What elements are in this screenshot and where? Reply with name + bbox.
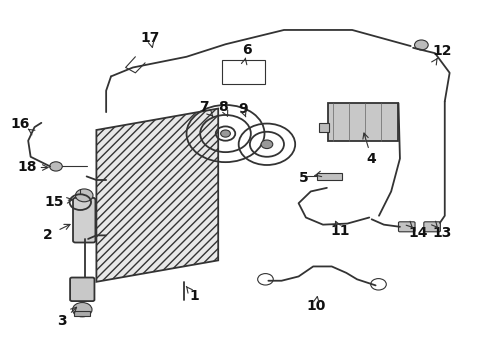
Text: 13: 13 (433, 226, 452, 240)
Bar (328, 103, 398, 141)
Circle shape (75, 189, 93, 202)
Text: 10: 10 (306, 299, 325, 313)
FancyBboxPatch shape (398, 222, 415, 232)
Text: 6: 6 (243, 42, 252, 57)
Bar (319, 123, 329, 132)
FancyBboxPatch shape (70, 278, 95, 301)
Circle shape (49, 162, 62, 171)
Text: 9: 9 (238, 102, 247, 116)
Circle shape (415, 40, 428, 50)
FancyBboxPatch shape (424, 222, 441, 232)
Text: 1: 1 (189, 289, 199, 303)
Text: 11: 11 (330, 224, 350, 238)
Bar (74, 311, 90, 316)
Circle shape (73, 302, 92, 317)
Circle shape (220, 130, 230, 137)
Text: 2: 2 (43, 228, 52, 242)
Text: 8: 8 (218, 100, 228, 114)
Text: 18: 18 (17, 161, 36, 175)
Text: 5: 5 (298, 171, 308, 185)
Text: 7: 7 (199, 100, 208, 114)
Text: 12: 12 (433, 44, 452, 58)
Bar (221, 60, 266, 84)
FancyBboxPatch shape (73, 198, 96, 243)
Text: 17: 17 (140, 31, 160, 45)
Text: 14: 14 (408, 226, 428, 240)
Text: 4: 4 (367, 152, 376, 166)
Polygon shape (97, 109, 218, 282)
Circle shape (261, 140, 273, 149)
Text: 16: 16 (10, 117, 29, 131)
Text: 3: 3 (57, 314, 67, 328)
Text: 15: 15 (44, 195, 64, 209)
Bar (317, 173, 343, 180)
